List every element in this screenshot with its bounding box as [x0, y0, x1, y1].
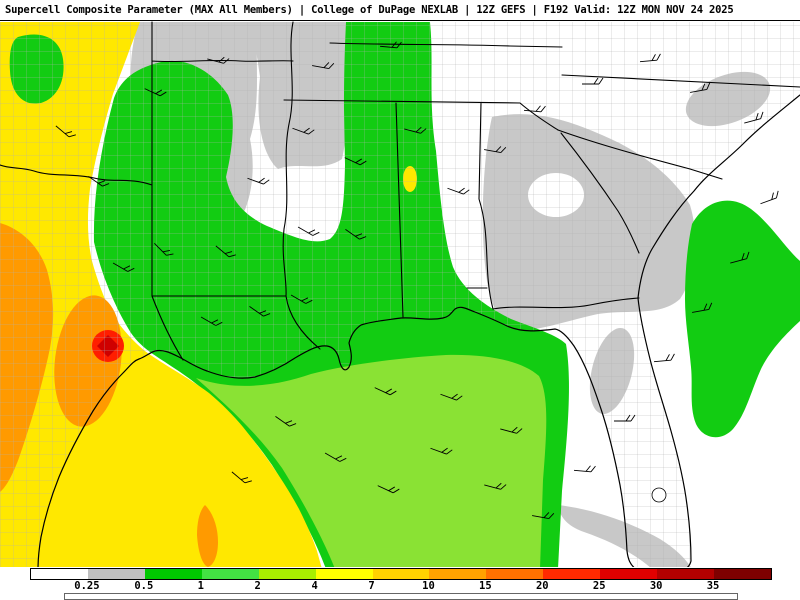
legend-segment [258, 569, 316, 579]
legend-label: 30 [649, 580, 663, 592]
wind-barb [215, 245, 236, 258]
wind-barb [324, 452, 347, 462]
wind-barb [653, 353, 675, 363]
wind-barb [582, 77, 604, 85]
legend-label: 7 [368, 580, 375, 592]
wind-barbs [55, 41, 779, 520]
wind-barb [275, 416, 297, 427]
legend-label: 15 [479, 580, 492, 592]
legend-segment [31, 569, 88, 579]
wind-barb [292, 127, 315, 135]
coastline-gulf [37, 306, 635, 567]
wind-barb [484, 146, 507, 154]
wind-barb [692, 302, 713, 313]
wind-barb [760, 190, 779, 205]
legend-segment [657, 569, 715, 579]
legend-segment [87, 569, 145, 579]
wind-barb [374, 387, 397, 396]
legend-segment [144, 569, 202, 579]
wind-barb [345, 229, 367, 240]
legend-segment [315, 569, 373, 579]
wind-barb [440, 393, 463, 401]
wind-barb [112, 262, 135, 272]
lake-okeechobee [651, 487, 667, 503]
wind-barb [144, 88, 167, 97]
legend-segment [429, 569, 487, 579]
wind-barb [614, 414, 636, 422]
wind-barb [430, 447, 453, 455]
legend-label: 25 [592, 580, 606, 592]
wind-barb [532, 512, 555, 520]
contour-lightgreen-gulf [196, 354, 547, 567]
wind-barb [573, 465, 596, 473]
wind-barb [249, 306, 271, 317]
wind-barb [297, 226, 320, 236]
wind-barb [379, 41, 402, 49]
wind-barb [744, 111, 764, 124]
legend-segment [201, 569, 259, 579]
wind-barb [344, 157, 367, 166]
legend-label: 2 [254, 580, 261, 592]
wind-barb [404, 126, 427, 134]
wind-barb [247, 177, 270, 185]
contour-green-atlantic [685, 200, 800, 438]
legend: 0.25 0.5 1 2 4 7 10 15 20 25 30 35 [0, 567, 800, 600]
state-boundaries [0, 21, 800, 361]
wind-barb [377, 485, 400, 494]
legend-colorbar [30, 568, 772, 580]
legend-label: 35 [706, 580, 720, 592]
legend-segment [714, 569, 771, 579]
legend-segment [486, 569, 544, 579]
coastline-atlantic [637, 94, 800, 567]
title-bar: Supercell Composite Parameter (MAX All M… [0, 0, 800, 21]
weather-map [0, 21, 800, 567]
wind-barb [639, 53, 661, 63]
legend-label: 0.5 [134, 580, 154, 592]
legend-labels: 0.25 0.5 1 2 4 7 10 15 20 25 30 35 [0, 580, 800, 592]
legend-label: 20 [535, 580, 549, 592]
wind-barb [207, 56, 230, 64]
legend-label: 0.25 [74, 580, 100, 592]
legend-label: 4 [311, 580, 318, 592]
wind-barb [231, 471, 252, 484]
wind-barb [447, 187, 470, 195]
wind-barb [55, 125, 76, 138]
wind-barb [312, 62, 335, 70]
wind-barb [290, 294, 313, 304]
wind-barb [523, 105, 546, 113]
map-title: Supercell Composite Parameter (MAX All M… [5, 4, 734, 16]
legend-segment [372, 569, 430, 579]
legend-segment [543, 569, 601, 579]
legend-label: 1 [197, 580, 204, 592]
wind-barb [690, 82, 711, 93]
contour-orange-offshore-sliver [197, 505, 218, 567]
legend-label: 10 [422, 580, 435, 592]
wind-barb [154, 243, 174, 256]
wind-barb [484, 482, 507, 490]
wind-barb [200, 316, 223, 326]
wind-barb [88, 176, 110, 187]
legend-segment [600, 569, 658, 579]
wind-barb [500, 426, 523, 434]
legend-secondary-bar [64, 593, 738, 600]
wind-barb [730, 251, 750, 264]
